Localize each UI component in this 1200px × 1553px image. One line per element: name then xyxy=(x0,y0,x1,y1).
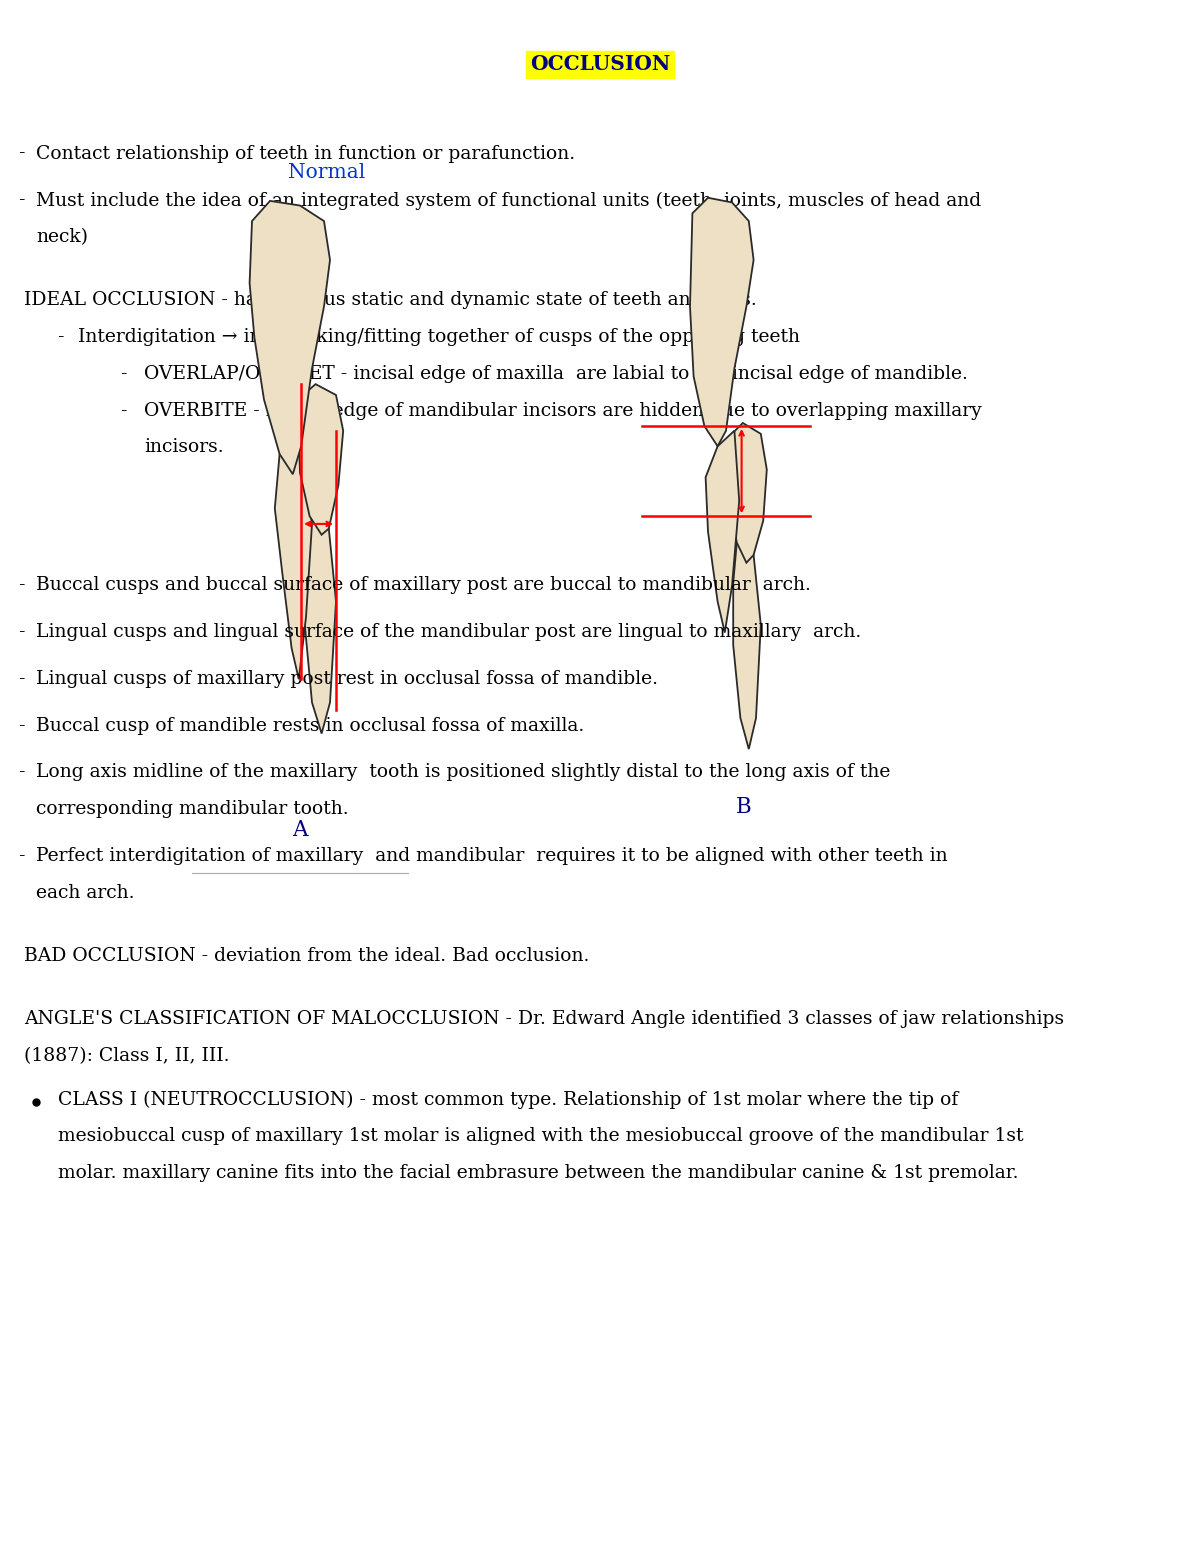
Text: -: - xyxy=(120,402,126,419)
Text: -: - xyxy=(18,576,24,595)
Text: -: - xyxy=(18,623,24,641)
Polygon shape xyxy=(305,516,336,733)
Text: IDEAL OCCLUSION - harmonious static and dynamic state of teeth and jaws.: IDEAL OCCLUSION - harmonious static and … xyxy=(24,292,757,309)
Text: OVERBITE - incisal edge of mandibular incisors are hidden due to overlapping max: OVERBITE - incisal edge of mandibular in… xyxy=(144,402,982,419)
Text: ANGLE'S CLASSIFICATION OF MALOCCLUSION - Dr. Edward Angle identified 3 classes o: ANGLE'S CLASSIFICATION OF MALOCCLUSION -… xyxy=(24,1011,1064,1028)
Text: mesiobuccal cusp of maxillary 1st molar is aligned with the mesiobuccal groove o: mesiobuccal cusp of maxillary 1st molar … xyxy=(58,1127,1024,1145)
Text: -: - xyxy=(18,191,24,210)
Text: B: B xyxy=(736,795,752,818)
Text: Buccal cusps and buccal surface of maxillary post are buccal to mandibular  arch: Buccal cusps and buccal surface of maxil… xyxy=(36,576,811,595)
Text: Contact relationship of teeth in function or parafunction.: Contact relationship of teeth in functio… xyxy=(36,144,575,163)
Text: molar. maxillary canine fits into the facial embrasure between the mandibular ca: molar. maxillary canine fits into the fa… xyxy=(58,1163,1018,1182)
Text: BAD OCCLUSION - deviation from the ideal. Bad occlusion.: BAD OCCLUSION - deviation from the ideal… xyxy=(24,947,589,964)
Text: Perfect interdigitation of maxillary  and mandibular  requires it to be aligned : Perfect interdigitation of maxillary and… xyxy=(36,846,948,865)
Text: Interdigitation → interlocking/fitting together of cusps of the opposing teeth: Interdigitation → interlocking/fitting t… xyxy=(78,328,800,346)
Text: -: - xyxy=(18,669,24,688)
Polygon shape xyxy=(727,422,767,562)
Text: Buccal cusp of mandible rests in occlusal fossa of maxilla.: Buccal cusp of mandible rests in occlusa… xyxy=(36,716,584,735)
Polygon shape xyxy=(298,384,343,534)
Text: Long axis midline of the maxillary  tooth is positioned slightly distal to the l: Long axis midline of the maxillary tooth… xyxy=(36,763,890,781)
Text: A: A xyxy=(293,818,307,842)
Polygon shape xyxy=(733,542,761,749)
Text: OCCLUSION: OCCLUSION xyxy=(530,54,670,75)
Polygon shape xyxy=(250,200,330,474)
Text: Lingual cusps and lingual surface of the mandibular post are lingual to maxillar: Lingual cusps and lingual surface of the… xyxy=(36,623,862,641)
Text: -: - xyxy=(18,716,24,735)
Text: OVERLAP/OVERJET - incisal edge of maxilla  are labial to the incisal edge of man: OVERLAP/OVERJET - incisal edge of maxill… xyxy=(144,365,968,384)
Text: each arch.: each arch. xyxy=(36,884,134,901)
Text: neck): neck) xyxy=(36,228,88,245)
Text: Lingual cusps of maxillary post rest in occlusal fossa of mandible.: Lingual cusps of maxillary post rest in … xyxy=(36,669,658,688)
Text: Normal: Normal xyxy=(288,163,365,182)
Text: -: - xyxy=(120,365,126,384)
Polygon shape xyxy=(690,197,754,446)
Text: -: - xyxy=(18,144,24,163)
Polygon shape xyxy=(706,430,739,632)
Text: incisors.: incisors. xyxy=(144,438,223,457)
Text: (1887): Class I, II, III.: (1887): Class I, II, III. xyxy=(24,1047,229,1065)
Text: Must include the idea of an integrated system of functional units (teeth, joints: Must include the idea of an integrated s… xyxy=(36,191,982,210)
Text: -: - xyxy=(58,328,64,346)
Text: -: - xyxy=(18,763,24,781)
Text: -: - xyxy=(18,846,24,865)
Polygon shape xyxy=(275,446,312,679)
Text: corresponding mandibular tooth.: corresponding mandibular tooth. xyxy=(36,800,349,818)
Text: CLASS I (NEUTROCCLUSION) - most common type. Relationship of 1st molar where the: CLASS I (NEUTROCCLUSION) - most common t… xyxy=(58,1090,958,1109)
